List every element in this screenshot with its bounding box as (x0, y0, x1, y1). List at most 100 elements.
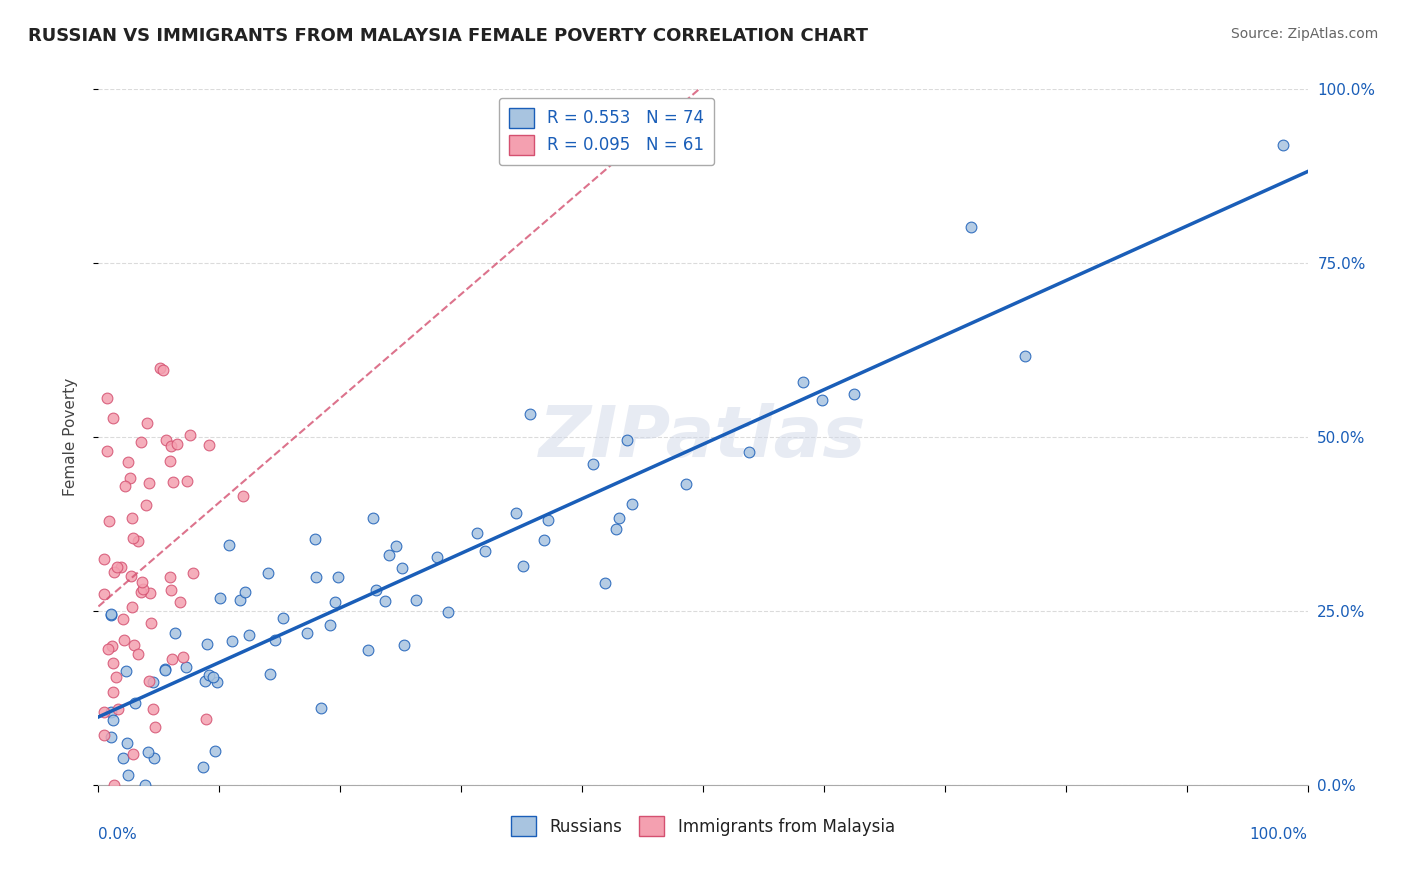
Point (141, 616, 163, 631)
Point (533, 533, 555, 547)
Point (357, 643, 380, 657)
Point (93, 706, 115, 720)
Point (179, 428, 201, 442)
Point (96, 444, 118, 458)
Point (120, 471, 142, 485)
Point (112, 633, 135, 648)
Point (114, 479, 136, 493)
Point (221, 633, 243, 648)
Point (103, 565, 125, 579)
Point (201, 670, 224, 684)
Point (142, 675, 165, 690)
Point (1014, 349, 1036, 363)
Point (295, 626, 318, 640)
Point (97, 642, 120, 657)
Point (122, 531, 145, 545)
Point (259, 667, 281, 681)
Point (174, 660, 197, 674)
Point (142, 702, 165, 716)
Point (100, 607, 122, 622)
Point (228, 593, 250, 607)
Point (120, 569, 142, 583)
Point (117, 455, 139, 469)
Point (582, 457, 605, 471)
Text: Source: ZipAtlas.com: Source: ZipAtlas.com (1230, 27, 1378, 41)
Point (162, 475, 184, 489)
Point (160, 440, 183, 454)
Point (152, 363, 174, 377)
Point (537, 513, 560, 527)
Legend: Russians, Immigrants from Malaysia: Russians, Immigrants from Malaysia (502, 805, 904, 847)
Point (112, 751, 135, 765)
Point (100, 730, 122, 744)
Point (155, 663, 177, 677)
Point (394, 638, 416, 652)
Point (738, 445, 761, 459)
Point (96, 391, 118, 405)
Point (159, 583, 181, 598)
Point (131, 435, 153, 450)
Point (363, 511, 385, 525)
Point (105, 560, 128, 574)
Point (101, 657, 124, 671)
Point (385, 539, 408, 553)
Point (93, 551, 115, 566)
Point (195, 637, 218, 651)
Point (105, 670, 128, 684)
Point (136, 745, 159, 759)
Point (93, 587, 115, 601)
Point (127, 533, 149, 548)
Text: 0.0%: 0.0% (98, 827, 138, 842)
Point (115, 736, 138, 750)
Point (162, 652, 184, 666)
Point (426, 549, 449, 564)
Point (792, 375, 814, 389)
Point (233, 585, 256, 599)
Point (97, 514, 120, 528)
Point (121, 510, 143, 524)
Point (122, 747, 145, 762)
Point (135, 416, 157, 430)
Point (208, 591, 231, 606)
Point (405, 592, 427, 607)
Point (263, 633, 285, 648)
Point (197, 438, 219, 452)
Point (103, 778, 125, 792)
Point (238, 628, 260, 642)
Point (135, 498, 157, 512)
Point (842, 386, 865, 401)
Point (593, 576, 616, 591)
Point (257, 566, 280, 580)
Point (111, 612, 134, 626)
Point (675, 477, 697, 491)
Point (138, 673, 160, 688)
Point (366, 582, 388, 597)
Point (519, 407, 541, 421)
Point (181, 566, 204, 580)
Point (103, 411, 125, 425)
Point (304, 532, 326, 546)
Point (110, 560, 132, 574)
Y-axis label: Female Poverty: Female Poverty (63, 378, 77, 496)
Point (100, 607, 122, 622)
Text: 100.0%: 100.0% (1250, 827, 1308, 842)
Point (194, 712, 217, 726)
Point (323, 594, 346, 608)
Point (204, 744, 226, 758)
Point (374, 593, 396, 607)
Point (193, 674, 215, 689)
Point (101, 713, 124, 727)
Point (218, 538, 240, 552)
Point (1272, 137, 1295, 152)
Point (159, 570, 181, 584)
Point (271, 610, 294, 624)
Point (467, 525, 489, 540)
Text: RUSSIAN VS IMMIGRANTS FROM MALAYSIA FEMALE POVERTY CORRELATION CHART: RUSSIAN VS IMMIGRANTS FROM MALAYSIA FEMA… (28, 27, 868, 45)
Point (143, 751, 166, 765)
Point (505, 506, 527, 520)
Point (620, 497, 643, 511)
Point (134, 778, 156, 792)
Point (191, 760, 214, 774)
Point (129, 585, 152, 599)
Point (131, 575, 153, 590)
